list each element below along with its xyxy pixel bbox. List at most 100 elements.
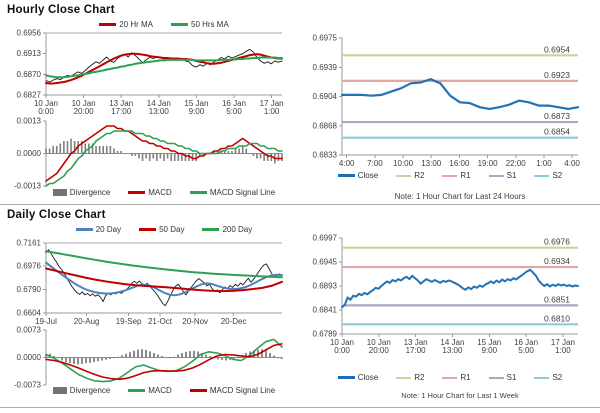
legend-item-close: Close [337, 373, 378, 382]
legend-item-divergence: Divergence [52, 188, 111, 197]
svg-text:19:00: 19:00 [478, 159, 499, 168]
svg-text:0.6851: 0.6851 [544, 294, 570, 304]
legend-swatch [99, 23, 117, 26]
legend-item-macd-signal-line: MACD Signal Line [189, 188, 276, 197]
svg-text:0.6810: 0.6810 [544, 313, 570, 323]
svg-text:19-Sep: 19-Sep [116, 317, 142, 326]
legend-item-200-day: 200 Day [202, 225, 252, 234]
legend-item-macd: MACD [128, 188, 172, 197]
legend-label: Divergence [69, 188, 111, 197]
svg-text:0.6954: 0.6954 [544, 44, 570, 54]
hourly-pivot-legend: Close R2 R1 S1 S2 [310, 171, 590, 180]
svg-text:20:00: 20:00 [369, 346, 390, 355]
legend-label: 20 Day [95, 225, 122, 234]
weekly-note: Note: 1 Hour Chart for Last 1 Week [401, 391, 519, 400]
svg-text:0.6789: 0.6789 [313, 330, 338, 339]
svg-text:4:00: 4:00 [564, 159, 580, 168]
svg-text:10 Jan: 10 Jan [330, 338, 354, 347]
svg-text:0.6997: 0.6997 [313, 234, 338, 243]
svg-text:17 Jan: 17 Jan [551, 338, 575, 347]
hourly-macd-legend: Divergence MACD MACD Signal Line [16, 188, 312, 197]
svg-text:9:00: 9:00 [189, 107, 205, 116]
section-divider [0, 204, 600, 205]
svg-text:-0.0013: -0.0013 [14, 182, 42, 191]
svg-text:0.6870: 0.6870 [17, 70, 42, 79]
svg-text:0.6893: 0.6893 [313, 282, 338, 291]
legend-item-macd: MACD [128, 386, 172, 395]
svg-text:17 Jan: 17 Jan [260, 99, 284, 108]
legend-item-s2: S2 [534, 171, 562, 180]
legend-item-divergence: Divergence [52, 386, 111, 395]
legend-item-50-day: 50 Day [139, 225, 184, 234]
weekly-pivot-legend: Close R2 R1 S1 S2 [310, 373, 590, 382]
svg-text:1:00: 1:00 [536, 159, 552, 168]
legend-item-20-day: 20 Day [75, 225, 122, 234]
svg-text:0.0000: 0.0000 [17, 353, 42, 362]
legend-swatch [337, 174, 355, 177]
svg-text:0.6873: 0.6873 [544, 111, 570, 121]
legend-label: R1 [460, 171, 471, 180]
svg-text:-0.0073: -0.0073 [14, 381, 42, 390]
legend-swatch [442, 376, 458, 379]
svg-text:0.0013: 0.0013 [17, 117, 42, 126]
svg-text:1:00: 1:00 [264, 107, 280, 116]
legend-label: 50 Hrs MA [191, 20, 229, 29]
legend-swatch [202, 228, 220, 231]
daily-section-title: Daily Close Chart [7, 209, 106, 221]
legend-label: MACD [148, 188, 172, 197]
svg-text:0.6827: 0.6827 [17, 91, 42, 100]
legend-label: R2 [414, 373, 425, 382]
legend-label: Close [357, 171, 379, 180]
svg-text:13 Jan: 13 Jan [109, 99, 133, 108]
legend-swatch [52, 189, 67, 196]
legend-label: R1 [460, 373, 471, 382]
legend-item-20-hr-ma: 20 Hr MA [99, 20, 153, 29]
legend-swatch [75, 228, 93, 231]
legend-label: 200 Day [222, 225, 253, 234]
legend-item-macd-signal-line: MACD Signal Line [189, 386, 276, 395]
svg-text:5:00: 5:00 [226, 107, 242, 116]
svg-text:21-Oct: 21-Oct [148, 317, 173, 326]
legend-swatch [488, 174, 504, 177]
svg-text:0.6833: 0.6833 [313, 151, 338, 160]
legend-item-r2: R2 [396, 171, 424, 180]
legend-label: S2 [552, 373, 563, 382]
hourly-price-legend: 20 Hr MA 50 Hrs MA [16, 20, 312, 29]
legend-label: S1 [506, 171, 517, 180]
svg-text:0.0000: 0.0000 [17, 149, 42, 158]
hourly-macd-chart: 0.0013 0.0000 -0.0013 [14, 117, 283, 191]
svg-text:19-Jul: 19-Jul [35, 317, 57, 326]
legend-label: 50 Day [159, 225, 185, 234]
legend-swatch [337, 376, 355, 379]
svg-text:0.6975: 0.6975 [313, 34, 338, 43]
svg-text:0.6604: 0.6604 [17, 309, 42, 318]
legend-swatch [488, 376, 504, 379]
legend-label: MACD Signal Line [209, 188, 276, 197]
svg-text:10 Jan: 10 Jan [367, 338, 391, 347]
svg-text:16 Jan: 16 Jan [222, 99, 246, 108]
svg-text:22:00: 22:00 [506, 159, 527, 168]
daily-price-legend: 20 Day 50 Day 200 Day [16, 225, 312, 234]
legend-label: MACD Signal Line [209, 386, 276, 395]
svg-text:0.6854: 0.6854 [544, 127, 570, 137]
svg-text:0.6934: 0.6934 [544, 256, 570, 266]
legend-item-50-hrs-ma: 50 Hrs MA [171, 20, 229, 29]
legend-label: S2 [552, 171, 563, 180]
hourly-section-title: Hourly Close Chart [7, 4, 115, 16]
daily-macd-chart: 0.0073 0.0000 -0.0073 [14, 326, 283, 390]
svg-text:20-Nov: 20-Nov [182, 317, 208, 326]
legend-label: R2 [414, 171, 425, 180]
svg-text:0.6976: 0.6976 [544, 237, 570, 247]
svg-text:4:00: 4:00 [339, 159, 355, 168]
svg-text:0.0073: 0.0073 [17, 326, 42, 335]
legend-swatch [396, 174, 412, 177]
legend-swatch [171, 23, 188, 26]
legend-label: Divergence [69, 386, 111, 395]
svg-text:13:00: 13:00 [149, 107, 170, 116]
svg-text:13 Jan: 13 Jan [404, 338, 428, 347]
svg-text:17:00: 17:00 [111, 107, 132, 116]
